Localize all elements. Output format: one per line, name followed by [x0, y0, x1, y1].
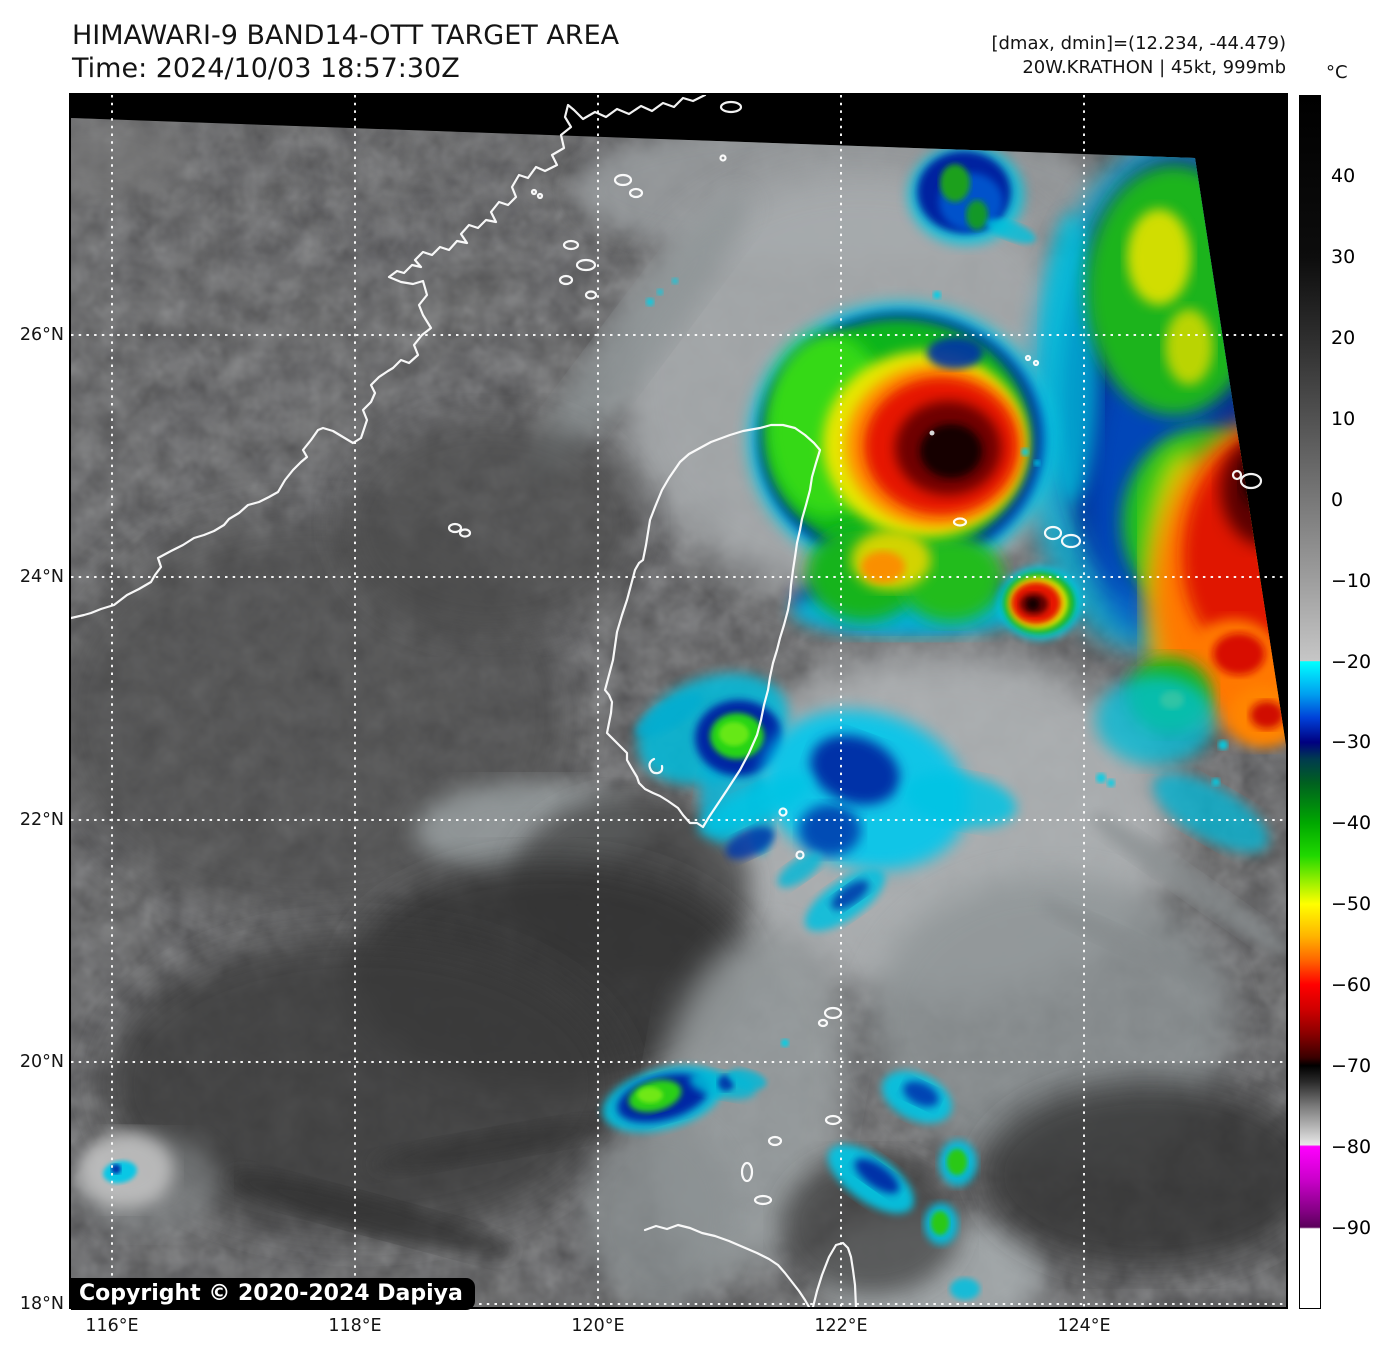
island-outlines [447, 100, 1263, 1206]
china-coastline [71, 95, 707, 620]
colorbar-tick-label: 10 [1331, 407, 1356, 430]
colorbar-tick-label: −30 [1331, 731, 1372, 754]
latitude-tick-label: 24°N [19, 567, 64, 587]
colorbar-tick-label: −50 [1331, 893, 1372, 916]
colorbar-tick-label: −80 [1331, 1136, 1372, 1159]
convective-cells-south [602, 1039, 980, 1300]
product-time: Time: 2024/10/03 18:57:30Z [72, 53, 460, 84]
cyan-cloud-mass-southeast-taiwan [698, 709, 1017, 932]
small-cyan-specks-coast-band [646, 278, 678, 306]
coastlines [71, 95, 1263, 1307]
satellite-image [71, 95, 1286, 1307]
convective-cluster-north [908, 145, 1036, 299]
satellite-swath [71, 118, 1286, 1307]
colorbar-tick-label: 0 [1331, 488, 1344, 511]
convective-cell-southwest-taiwan [635, 673, 789, 855]
satellite-map-canvas: Copyright © 2020-2024 Dapiya [71, 95, 1286, 1310]
longitude-tick-label: 116°E [85, 1316, 139, 1336]
typhoon-krathon-cloud [749, 303, 1053, 637]
longitude-tick-label: 118°E [328, 1316, 382, 1336]
longitude-tick-label: 120°E [571, 1316, 625, 1336]
colorbar-tick-label: −20 [1331, 650, 1372, 673]
copyright-badge: Copyright © 2020-2024 Dapiya [71, 1278, 475, 1310]
storm-center-marker [929, 430, 935, 436]
colorbar-tick-label: −70 [1331, 1055, 1372, 1078]
colorbar-tick-label: 30 [1331, 245, 1356, 268]
longitude-tick-label: 122°E [814, 1316, 868, 1336]
luzon-coastline [643, 1223, 811, 1307]
colorbar-unit-label: °C [1326, 62, 1348, 83]
longitude-tick-label: 124°E [1057, 1316, 1111, 1336]
convective-cell-east-of-taiwan [998, 566, 1082, 640]
colorbar-tick-label: 40 [1331, 164, 1356, 187]
latitude-tick-label: 18°N [19, 1294, 64, 1314]
storm-info: 20W.KRATHON | 45kt, 999mb [1022, 57, 1286, 78]
product-title: HIMAWARI-9 BAND14-OTT TARGET AREA [72, 20, 620, 51]
colorbar-tick-label: 20 [1331, 326, 1356, 349]
taiwan-coastline [603, 423, 822, 829]
dmax-dmin-readout: [dmax, dmin]=(12.234, -44.479) [991, 33, 1286, 54]
colorbar-gradient [1299, 95, 1321, 1309]
latitude-tick-label: 26°N [19, 325, 64, 345]
latitude-tick-label: 22°N [19, 810, 64, 830]
latitude-tick-label: 20°N [19, 1052, 64, 1072]
colorbar-tick-label: −90 [1331, 1217, 1372, 1240]
colorbar-tick-label: −60 [1331, 974, 1372, 997]
colorbar-tick-label: −40 [1331, 812, 1372, 835]
luzon-cape-coastline [811, 1241, 858, 1307]
colorbar-tick-label: −10 [1331, 569, 1372, 592]
